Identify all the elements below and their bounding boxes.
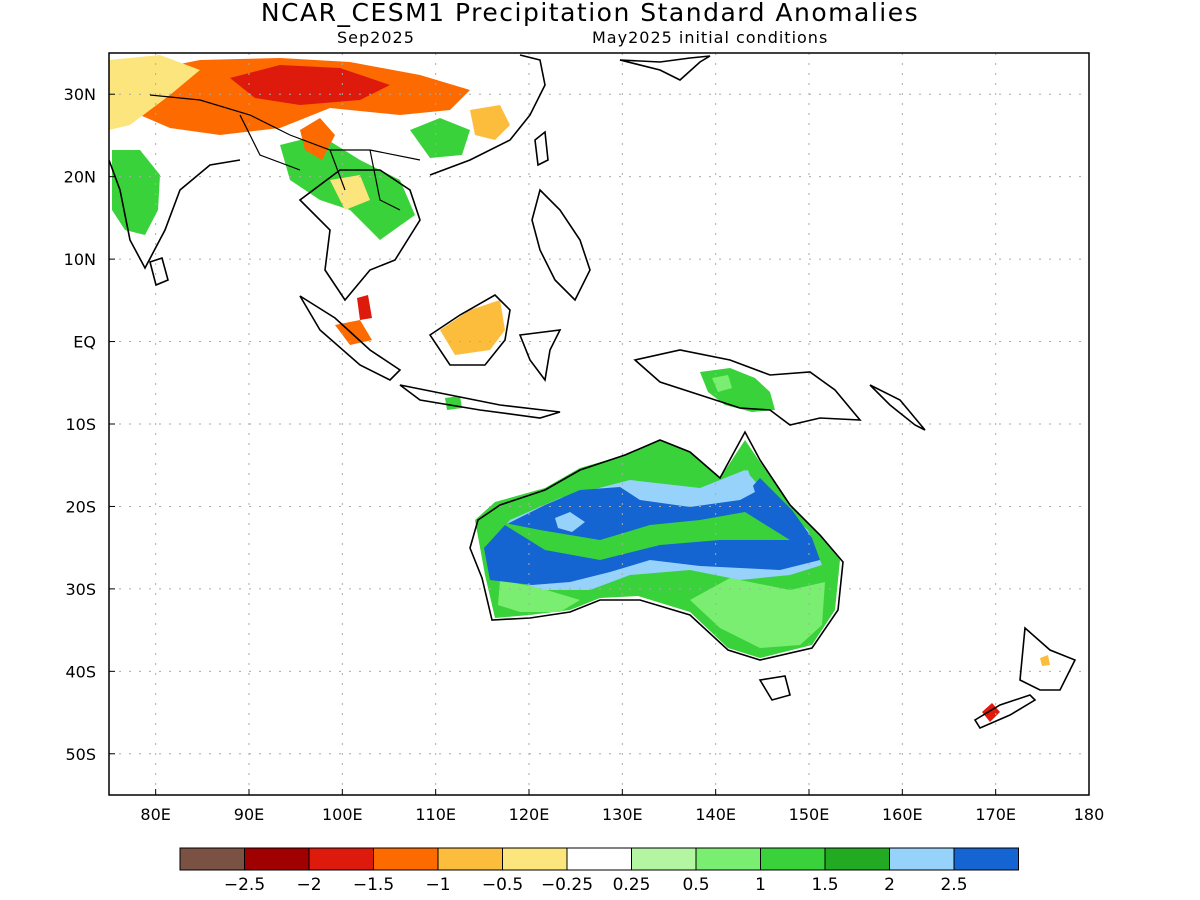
new-guinea-light-green-patch xyxy=(712,375,732,392)
java-coastline xyxy=(399,384,561,419)
colorbar-label: −1 xyxy=(425,875,450,895)
china-coastline xyxy=(429,54,546,176)
colorbar-swatch xyxy=(566,847,632,871)
sumatra-coastline xyxy=(299,295,402,381)
sri-lanka-coastline xyxy=(149,256,169,287)
lon-tick-label: 150E xyxy=(789,805,830,824)
lon-tick-label: 110E xyxy=(415,805,456,824)
australia-coastline xyxy=(469,430,844,661)
lon-tick-label: 100E xyxy=(322,805,363,824)
lon-tick-label: 80E xyxy=(140,805,170,824)
colorbar-swatch xyxy=(244,847,310,871)
colorbar-label: 2.5 xyxy=(940,875,967,895)
lat-tick-label: 40S xyxy=(65,662,96,681)
tasmania-coastline xyxy=(758,675,791,701)
lon-tick-label: 160E xyxy=(882,805,923,824)
colorbar-label: −0.5 xyxy=(482,875,523,895)
lat-tick-label: 10S xyxy=(65,415,96,434)
australia-light-green-region-west xyxy=(498,580,580,612)
australia-light-blue-patch-2 xyxy=(735,470,755,500)
japan-coastline xyxy=(619,55,711,81)
colorbar-swatch xyxy=(889,847,955,871)
latitude-axis: 30N 20N 10N EQ 10S 20S 30S 40S 50S xyxy=(64,85,96,764)
colorbar-swatch xyxy=(760,847,826,871)
grid-lines xyxy=(109,53,1090,795)
colorbar-swatch xyxy=(308,847,374,871)
colorbar-swatch xyxy=(373,847,439,871)
central-china-orange-patch xyxy=(300,118,335,160)
new-zealand-orange-patch xyxy=(1040,655,1050,666)
lon-tick-label: 130E xyxy=(602,805,643,824)
south-china-orange-patch xyxy=(470,105,510,140)
map-frame xyxy=(108,52,1090,796)
new-guinea-green-region xyxy=(700,368,775,412)
colorbar-label: 1 xyxy=(755,875,766,895)
lat-tick-label: 20S xyxy=(65,497,96,516)
india-green-region xyxy=(112,150,160,235)
malaysia-red-patch xyxy=(357,295,372,320)
colorbar-labels: −2.5 −2 −1.5 −1 −0.5 −0.25 0.25 0.5 1 1.5 2 2.5 xyxy=(224,875,968,895)
colorbar-swatch xyxy=(695,847,761,871)
colorbar xyxy=(179,847,1019,871)
colorbar-label: −0.25 xyxy=(541,875,593,895)
java-green-patch xyxy=(445,396,462,410)
land-borders xyxy=(149,94,421,211)
colorbar-swatch xyxy=(631,847,697,871)
solomon-islands-coastline xyxy=(869,384,926,431)
initial-conditions-label: May2025 initial conditions xyxy=(592,28,829,47)
lon-tick-label: 140E xyxy=(695,805,736,824)
forecast-month: Sep2025 xyxy=(337,28,415,47)
colorbar-label: −2 xyxy=(296,875,321,895)
taiwan-coastline xyxy=(534,130,549,167)
colorbar-label: 2 xyxy=(884,875,895,895)
lat-tick-label: 20N xyxy=(64,168,96,187)
new-guinea-coastline xyxy=(633,349,862,426)
lat-tick-label: 50S xyxy=(65,745,96,764)
lat-tick-label: 30N xyxy=(64,85,96,104)
australia-green-band xyxy=(500,512,790,560)
new-zealand-coastline xyxy=(973,626,1077,730)
lon-tick-label: 120E xyxy=(509,805,550,824)
colorbar-swatch xyxy=(824,847,890,871)
borneo-yellow-region xyxy=(440,300,505,355)
sulawesi-coastline xyxy=(518,329,562,382)
colorbar-swatch xyxy=(437,847,503,871)
tibet-core-dry-region xyxy=(230,65,390,105)
longitude-axis: 80E 90E 100E 110E 120E 130E 140E 150E 160E 170E 18… xyxy=(140,805,1104,824)
lat-tick-label: 30S xyxy=(65,580,96,599)
colorbar-label: 0.25 xyxy=(613,875,651,895)
indochina-coastline xyxy=(298,169,421,302)
borneo-coastline xyxy=(428,294,511,366)
northwest-yellow-region xyxy=(109,55,200,130)
china-green-patch xyxy=(410,118,470,158)
colorbar-swatch xyxy=(953,847,1019,871)
lon-tick-label: 90E xyxy=(234,805,264,824)
lat-tick-label: EQ xyxy=(73,333,96,352)
map-title: NCAR_CESM1 Precipitation Standard Anomal… xyxy=(260,0,920,27)
philippines-coastline xyxy=(531,188,591,302)
colorbar-label: −2.5 xyxy=(224,875,265,895)
anomaly-shading xyxy=(109,55,1050,722)
colorbar-swatch xyxy=(179,847,245,871)
colorbar-label: 0.5 xyxy=(682,875,709,895)
india-coastline xyxy=(109,159,241,270)
colorbar-swatch xyxy=(502,847,568,871)
australia-light-blue-patch xyxy=(555,512,585,532)
lon-tick-label: 170E xyxy=(975,805,1016,824)
colorbar-label: −1.5 xyxy=(353,875,394,895)
australia-light-green-region xyxy=(690,578,825,648)
bay-bengal-yellow-patch xyxy=(330,175,370,210)
coastlines xyxy=(109,54,1077,730)
colorbar-label: 1.5 xyxy=(811,875,838,895)
lat-tick-label: 10N xyxy=(64,250,96,269)
lon-tick-label: 180 xyxy=(1074,805,1105,824)
